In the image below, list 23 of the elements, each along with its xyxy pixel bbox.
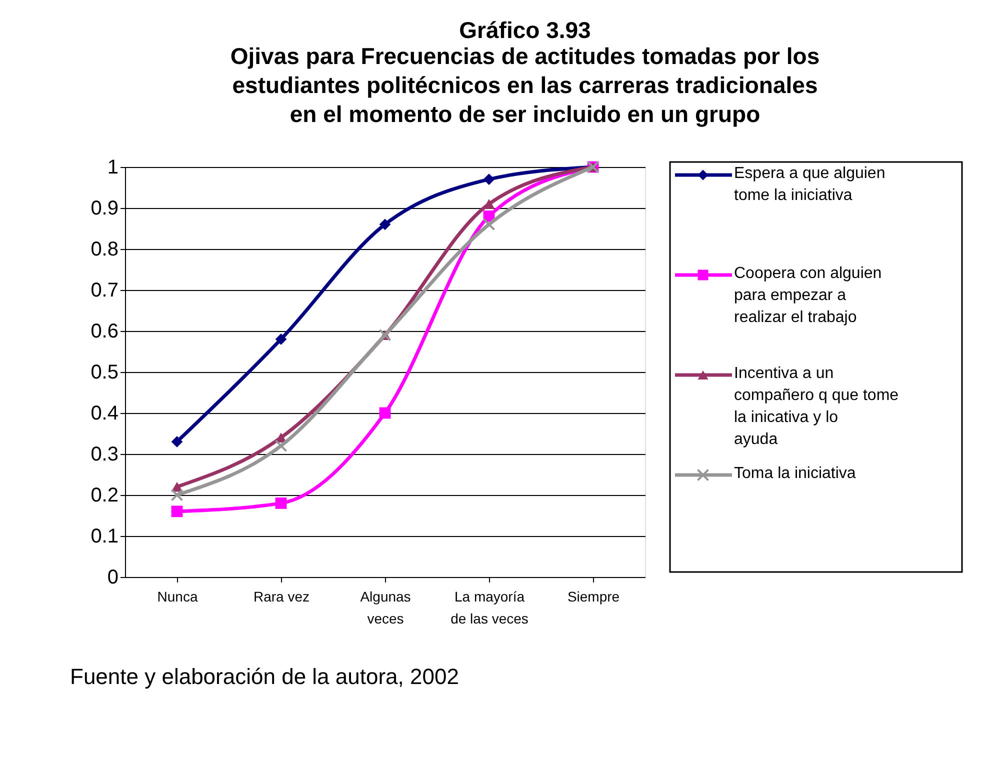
x-tick-label: La mayoría de las veces xyxy=(450,588,528,626)
y-tick-label: 0.7 xyxy=(90,280,118,302)
y-tick-label: 0.6 xyxy=(90,320,118,342)
legend-label: Coopera con alguien para empezar a realizar el trabajo xyxy=(734,265,882,326)
x-tick-label: Rara vez xyxy=(253,588,310,604)
y-tick-label: 0.4 xyxy=(90,402,118,424)
y-tick-label: 0.3 xyxy=(90,444,118,466)
x-tick-label: Siempre xyxy=(567,588,620,604)
y-tick-label: 0.5 xyxy=(90,362,118,384)
chart-subtitle: Ojivas para Frecuencias de actitudes tomadas por los estudiantes politécnicos en las carreras tradicionales en el momento de ser incluido en un grupo xyxy=(230,43,820,127)
y-tick-label: 0.9 xyxy=(90,198,118,220)
legend-label: Espera a que alguien tome la iniciativa xyxy=(734,165,886,204)
y-tick-label: 0.2 xyxy=(90,484,118,506)
y-tick-label: 0 xyxy=(107,566,118,588)
legend-label: Incentiva a un compañero q que tome la inicativa y lo ayuda xyxy=(734,365,899,448)
y-tick-label: 0.1 xyxy=(90,526,118,548)
y-tick-label: 1 xyxy=(107,156,118,178)
y-tick-label: 0.8 xyxy=(90,238,118,260)
source-note: Fuente y elaboración de la autora, 2002 xyxy=(70,664,459,689)
chart-title: Gráfico 3.93 xyxy=(459,17,591,43)
legend-label: Toma la iniciativa xyxy=(734,465,856,482)
x-tick-label: Algunas veces xyxy=(360,588,411,626)
x-tick-label: Nunca xyxy=(157,588,198,604)
